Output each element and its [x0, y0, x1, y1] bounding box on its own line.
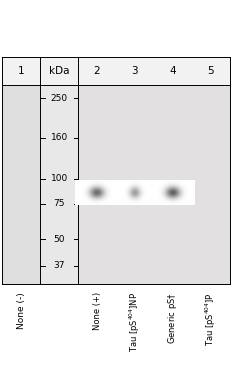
Text: kDa: kDa [49, 66, 69, 76]
Text: 3: 3 [131, 66, 138, 76]
Text: None (+): None (+) [92, 292, 101, 330]
Bar [2, 85, 40, 284]
Text: 37: 37 [53, 261, 65, 270]
Text: Tau [pS$^{404}$]P: Tau [pS$^{404}$]P [203, 292, 217, 346]
Bar [40, 85, 78, 284]
Text: 50: 50 [53, 235, 65, 244]
Text: None (-): None (-) [17, 292, 26, 329]
Text: 160: 160 [50, 133, 67, 142]
Text: 1: 1 [18, 66, 24, 76]
Text: 2: 2 [93, 66, 100, 76]
Text: 250: 250 [50, 94, 67, 103]
Text: 5: 5 [207, 66, 213, 76]
Text: 100: 100 [50, 174, 67, 183]
Text: 75: 75 [53, 200, 65, 209]
Text: Generic pS$\dagger$: Generic pS$\dagger$ [166, 292, 179, 344]
Text: 4: 4 [169, 66, 175, 76]
Text: Tau [pS$^{404}$]NP: Tau [pS$^{404}$]NP [127, 292, 142, 352]
